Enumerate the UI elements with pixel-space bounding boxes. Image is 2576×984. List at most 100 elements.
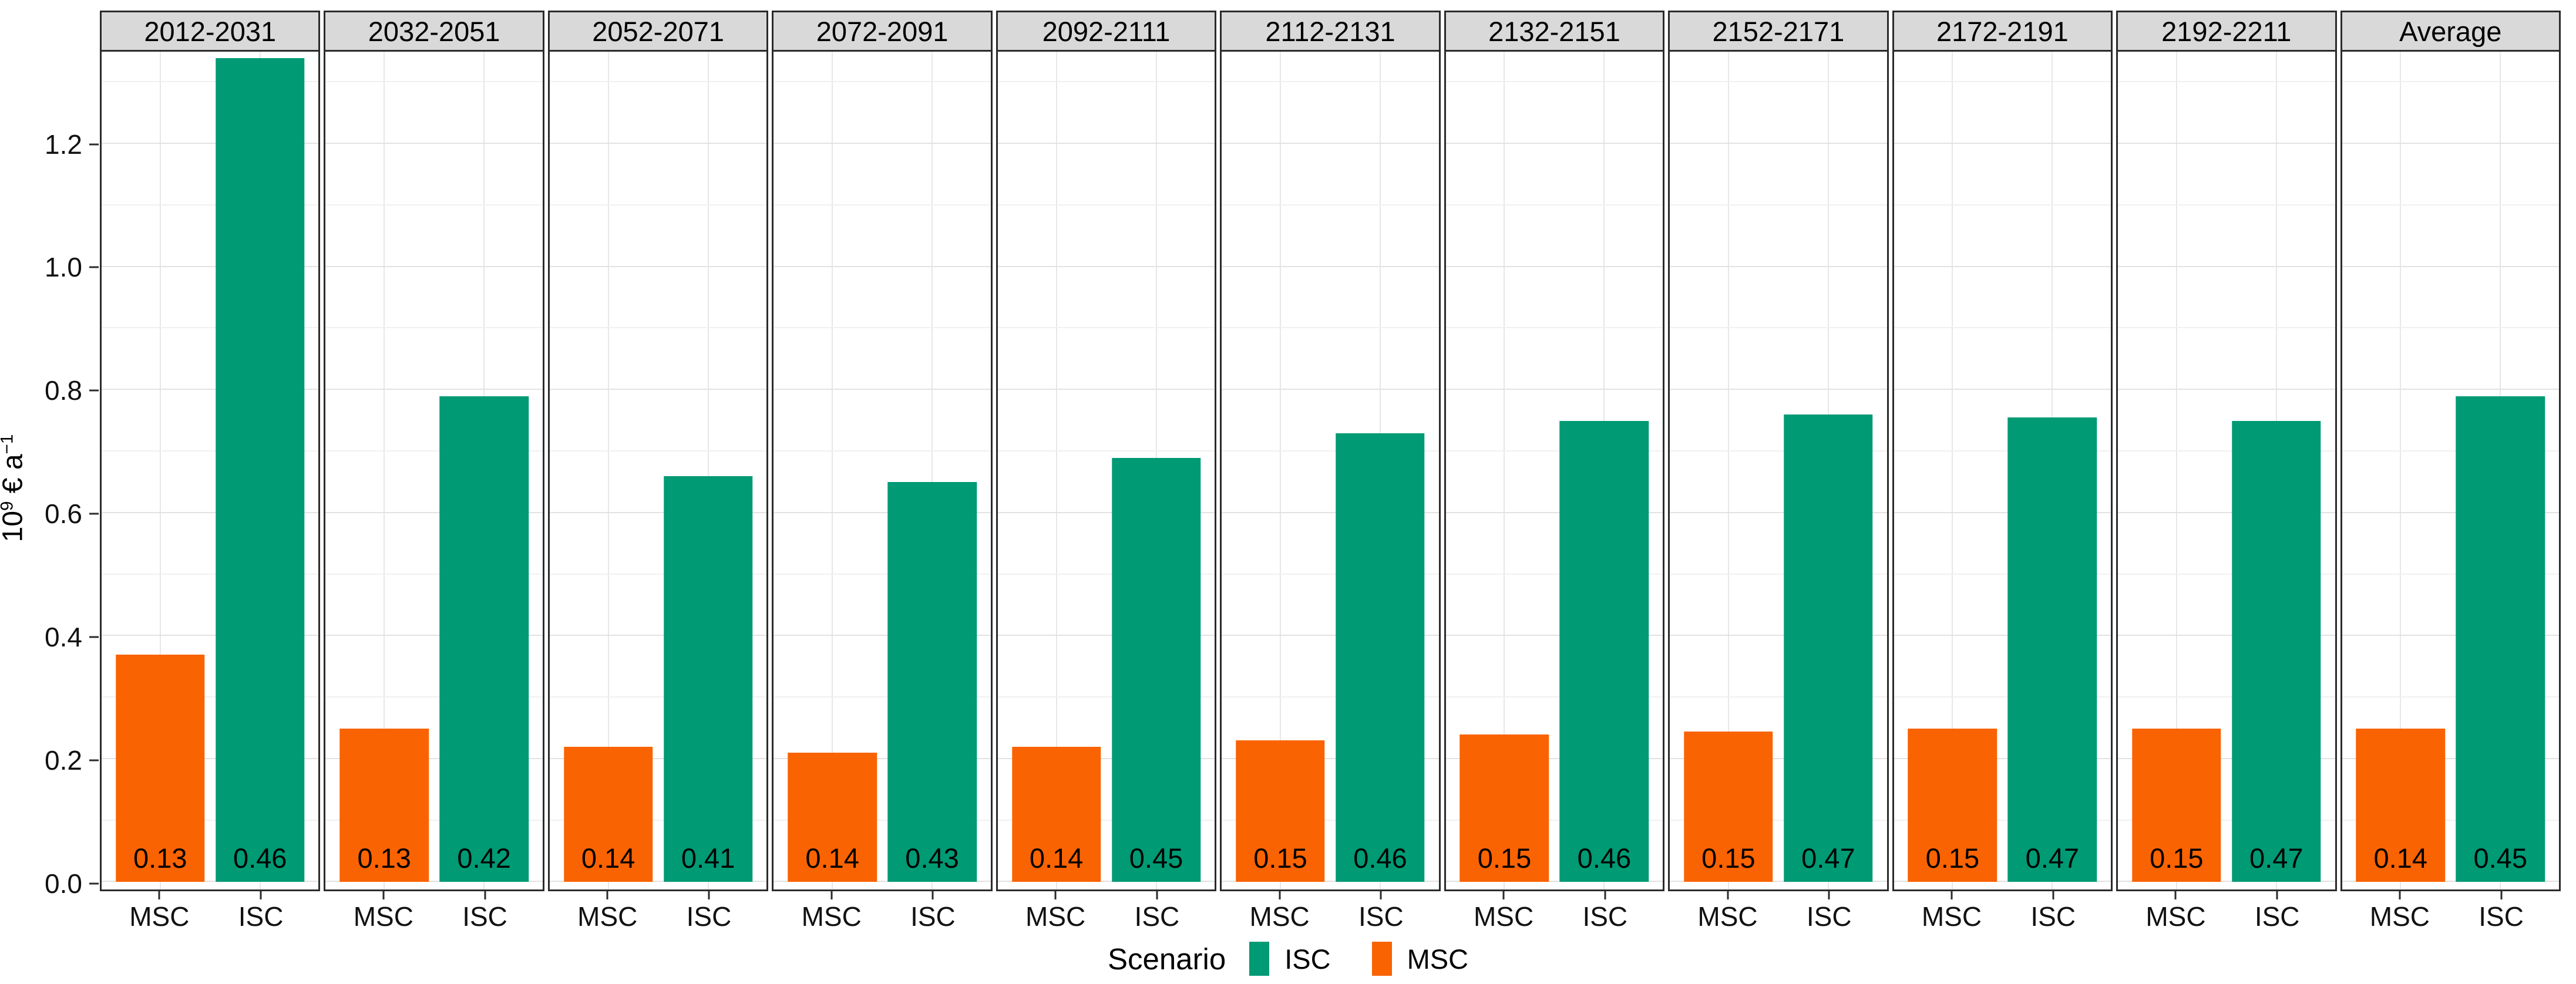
major-gridline: [1445, 511, 1663, 513]
minor-gridline: [2342, 450, 2559, 452]
msc-bar: [2132, 728, 2221, 882]
major-gridline: [1670, 265, 1887, 267]
isc-bar: [1111, 457, 1201, 882]
isc-bar: [1559, 420, 1649, 882]
legend-title: Scenario: [1107, 942, 1226, 976]
minor-gridline: [1445, 696, 1663, 698]
x-tick-mark: [2052, 891, 2054, 899]
isc-bar-label: 0.46: [1353, 843, 1407, 874]
panel-x-axis: MSC ISC: [2116, 891, 2336, 934]
minor-gridline: [997, 696, 1215, 698]
vertical-gridline: [384, 52, 385, 889]
major-gridline: [1222, 389, 1439, 390]
panel-x-axis: MSC ISC: [324, 891, 544, 934]
major-gridline: [2118, 511, 2335, 513]
facet-panel: 2172-2191 0.15 0.47 MSC ISC: [1892, 11, 2113, 934]
y-tick-mark: [89, 882, 99, 885]
panel-body: 0.13 0.46: [100, 52, 321, 891]
panel-x-axis: MSC ISC: [1668, 891, 1888, 934]
minor-gridline: [997, 573, 1215, 575]
x-category-label-msc: MSC: [1473, 901, 1534, 932]
panel-x-axis: MSC ISC: [772, 891, 992, 934]
panel-x-axis: MSC ISC: [548, 891, 768, 934]
x-category-label-msc: MSC: [1697, 901, 1758, 932]
minor-gridline: [2342, 573, 2559, 575]
isc-bar: [2232, 420, 2321, 882]
facet-panel: 2152-2171 0.15 0.47 MSC ISC: [1668, 11, 1889, 934]
facet-panel: 2192-2211 0.15 0.47 MSC ISC: [2116, 11, 2337, 934]
minor-gridline: [1894, 81, 2111, 83]
msc-bar-label: 0.15: [1701, 843, 1756, 874]
isc-bar-label: 0.47: [2249, 843, 2303, 874]
minor-gridline: [997, 450, 1215, 452]
msc-bar-label: 0.13: [357, 843, 411, 874]
minor-gridline: [1445, 81, 1663, 83]
panel-grid: [774, 52, 991, 889]
major-gridline: [1445, 635, 1663, 636]
panel-body: 0.14 0.41: [547, 52, 769, 891]
legend-label-isc: ISC: [1284, 943, 1331, 975]
y-tick-mark: [89, 636, 99, 638]
minor-gridline: [325, 450, 543, 452]
minor-gridline: [1222, 696, 1439, 698]
minor-gridline: [1445, 573, 1663, 575]
minor-gridline: [997, 819, 1215, 821]
panel-x-axis: MSC ISC: [996, 891, 1216, 934]
minor-gridline: [1445, 819, 1663, 821]
isc-bar: [2456, 396, 2545, 882]
major-gridline: [1894, 757, 2111, 759]
facet-strip: 2172-2191: [1892, 11, 2113, 52]
minor-gridline: [774, 450, 991, 452]
facet-label: 2012-2031: [144, 15, 277, 47]
isc-bar: [439, 396, 529, 882]
major-gridline: [102, 757, 319, 759]
major-gridline: [2342, 389, 2559, 390]
minor-gridline: [774, 204, 991, 205]
msc-bar: [1684, 731, 1773, 882]
major-gridline: [2342, 635, 2559, 636]
facet-label: Average: [2399, 15, 2502, 47]
major-gridline: [774, 635, 991, 636]
legend-item-isc: ISC: [1249, 942, 1331, 976]
minor-gridline: [2118, 696, 2335, 698]
x-tick-mark: [2276, 891, 2278, 899]
minor-gridline: [1222, 81, 1439, 83]
minor-gridline: [2118, 573, 2335, 575]
facet-strip: Average: [2340, 11, 2561, 52]
panel-body: 0.15 0.47: [1892, 52, 2113, 891]
msc-bar: [1011, 746, 1101, 882]
major-gridline: [549, 389, 767, 390]
minor-gridline: [2118, 450, 2335, 452]
y-title-unit: € a: [0, 454, 29, 501]
facet-label: 2072-2091: [816, 15, 949, 47]
x-tick-mark: [1156, 891, 1158, 899]
vertical-gridline: [707, 52, 709, 889]
x-category-label-isc: ISC: [2254, 901, 2300, 932]
minor-gridline: [102, 327, 319, 329]
y-tick-label: 0.0: [45, 868, 82, 899]
minor-gridline: [1445, 327, 1663, 329]
y-axis: 0.0 0.2 0.4 0.6 0.8 1.0 1.2 109 € a−1: [0, 11, 100, 934]
panel-body: 0.15 0.46: [1444, 52, 1665, 891]
major-gridline: [549, 143, 767, 144]
y-tick-mark: [89, 389, 99, 392]
minor-gridline: [1222, 450, 1439, 452]
x-tick-mark: [1380, 891, 1382, 899]
major-gridline: [1670, 881, 1887, 882]
major-gridline: [1894, 511, 2111, 513]
panel-body: 0.14 0.45: [996, 52, 1217, 891]
minor-gridline: [1894, 327, 2111, 329]
x-category-label-msc: MSC: [2145, 901, 2206, 932]
y-tick-label: 1.2: [45, 129, 82, 160]
major-gridline: [774, 389, 991, 390]
major-gridline: [1670, 143, 1887, 144]
minor-gridline: [774, 81, 991, 83]
minor-gridline: [774, 696, 991, 698]
y-title-unit-exponent: −1: [0, 434, 17, 454]
minor-gridline: [102, 696, 319, 698]
isc-bar: [887, 482, 977, 882]
x-tick-mark: [260, 891, 262, 899]
major-gridline: [325, 265, 543, 267]
vertical-gridline: [607, 52, 609, 889]
x-tick-mark: [484, 891, 486, 899]
